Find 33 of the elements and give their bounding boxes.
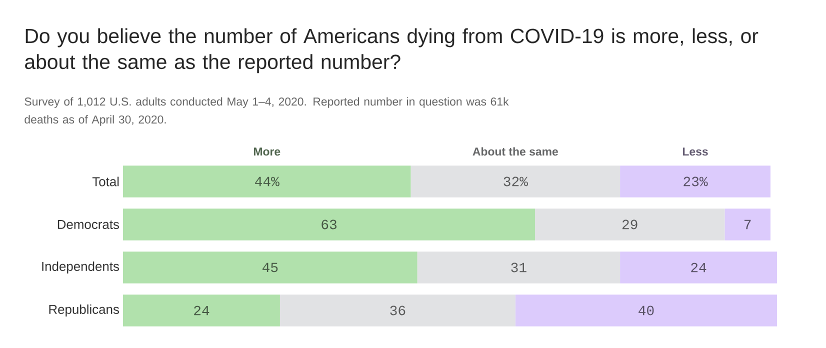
bar	[515, 294, 778, 326]
y-tick-label: Republicans	[49, 304, 120, 317]
data-label: 36	[390, 306, 406, 316]
bar	[123, 166, 411, 198]
data-label: 29	[622, 220, 638, 230]
bar	[535, 208, 725, 240]
y-tick-label: Independents	[42, 261, 120, 274]
bar	[280, 294, 516, 326]
bar	[123, 252, 418, 284]
data-label: 7	[744, 220, 751, 230]
series-label: More	[254, 148, 280, 156]
y-tick-label: Democrats	[58, 220, 120, 230]
bar	[123, 294, 280, 326]
bar	[123, 208, 536, 240]
bar	[410, 166, 620, 198]
data-label: 45	[262, 262, 278, 272]
chart-subtitle: Survey of 1,012 U.S. adults conducted May 1–4, 2020. Reported number in question was 61k deaths as of April 30, 2020.	[24, 97, 509, 126]
series-label: About the same	[472, 147, 558, 156]
data-label: 31	[511, 262, 526, 272]
series-label: Less	[682, 148, 708, 156]
data-label: 32%	[504, 176, 528, 186]
data-label: 40	[638, 306, 654, 316]
chart-title: Do you believe the number of Americans dying from COVID-19 is more, less, or about the same as the reported number?	[25, 28, 758, 74]
data-label: 23%	[684, 176, 708, 186]
bar	[620, 252, 778, 284]
bar	[620, 166, 770, 198]
data-label: 63	[322, 220, 336, 230]
bar	[724, 208, 770, 240]
y-tick-label: Total	[92, 176, 119, 186]
data-label: 24	[691, 262, 706, 272]
bar	[417, 252, 620, 284]
data-label: 44%	[255, 176, 280, 186]
data-label: 24	[194, 306, 210, 316]
